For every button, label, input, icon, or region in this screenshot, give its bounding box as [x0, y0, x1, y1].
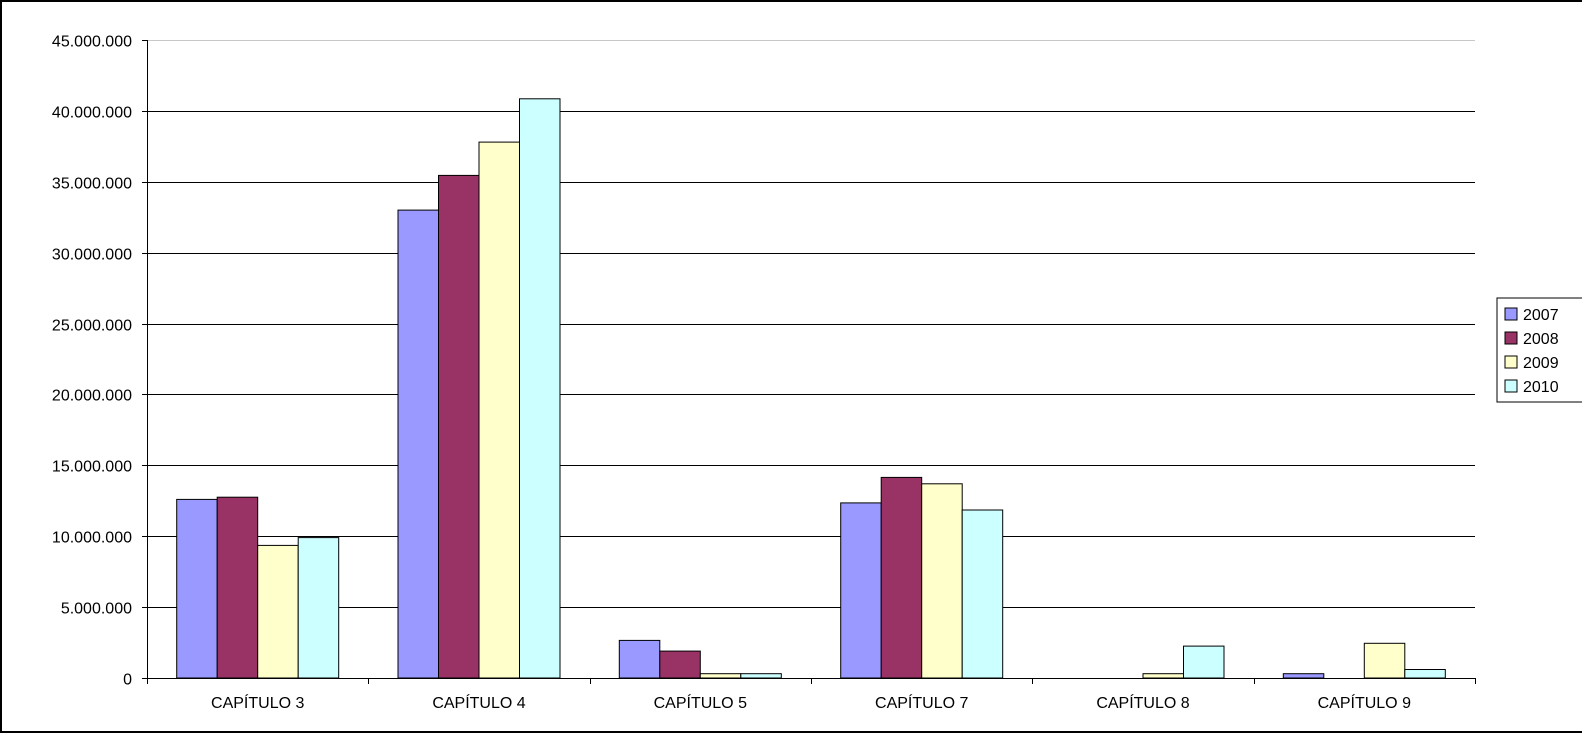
bar [519, 98, 561, 679]
bar [176, 498, 218, 679]
legend-label: 2007 [1523, 307, 1559, 324]
x-tick-label: CAPÍTULO 5 [654, 693, 747, 712]
y-tick-label: 5.000.000 [61, 601, 132, 618]
y-tick-label: 10.000.000 [52, 530, 132, 547]
legend-swatch [1504, 379, 1518, 393]
bar [1183, 645, 1225, 679]
bars [176, 98, 1446, 679]
x-axis-ticks: CAPÍTULO 3 CAPÍTULO 4 CAPÍTULO 5 CAPÍTULO 7… [147, 678, 1476, 712]
bar [1404, 669, 1446, 679]
bar [740, 673, 782, 679]
x-tick-label: CAPÍTULO 3 [211, 693, 304, 712]
bar [961, 509, 1004, 679]
y-tick-label: 45.000.000 [52, 34, 132, 51]
y-tick-label: 30.000.000 [52, 247, 132, 264]
gridlines [147, 40, 1475, 608]
y-tick-label: 0 [123, 672, 132, 689]
y-tick-label: 20.000.000 [52, 388, 132, 405]
bar [880, 476, 923, 679]
x-tick-label: CAPÍTULO 8 [1096, 693, 1189, 712]
y-tick-label: 35.000.000 [52, 176, 132, 193]
y-tick-label: 15.000.000 [52, 459, 132, 476]
legend-swatch [1504, 355, 1518, 369]
legend-swatch [1504, 331, 1518, 345]
bar [438, 174, 480, 679]
legend-label: 2009 [1523, 355, 1559, 372]
bar [618, 639, 661, 679]
bar [840, 502, 882, 679]
legend-label: 2008 [1523, 331, 1559, 348]
bar [1282, 673, 1325, 679]
bar [1363, 642, 1406, 679]
bar [699, 673, 742, 679]
y-tick-label: 25.000.000 [52, 318, 132, 335]
legend: 2007 2008 2009 2010 [1496, 297, 1582, 403]
bar [216, 496, 259, 679]
x-tick-label: CAPÍTULO 9 [1318, 693, 1411, 712]
x-tick-label: CAPÍTULO 7 [875, 693, 968, 712]
bar [397, 209, 439, 679]
bar [257, 544, 299, 679]
bar [921, 483, 963, 679]
bar [478, 141, 520, 679]
y-axis-ticks: 0 5.000.000 10.000.000 15.000.000 20.000.000… [52, 34, 147, 689]
bar [659, 650, 701, 679]
legend-label: 2010 [1523, 379, 1559, 396]
bar [1142, 673, 1184, 679]
bar [297, 537, 340, 679]
legend-swatch [1504, 307, 1518, 321]
x-tick-label: CAPÍTULO 4 [432, 693, 525, 712]
y-tick-label: 40.000.000 [52, 105, 132, 122]
